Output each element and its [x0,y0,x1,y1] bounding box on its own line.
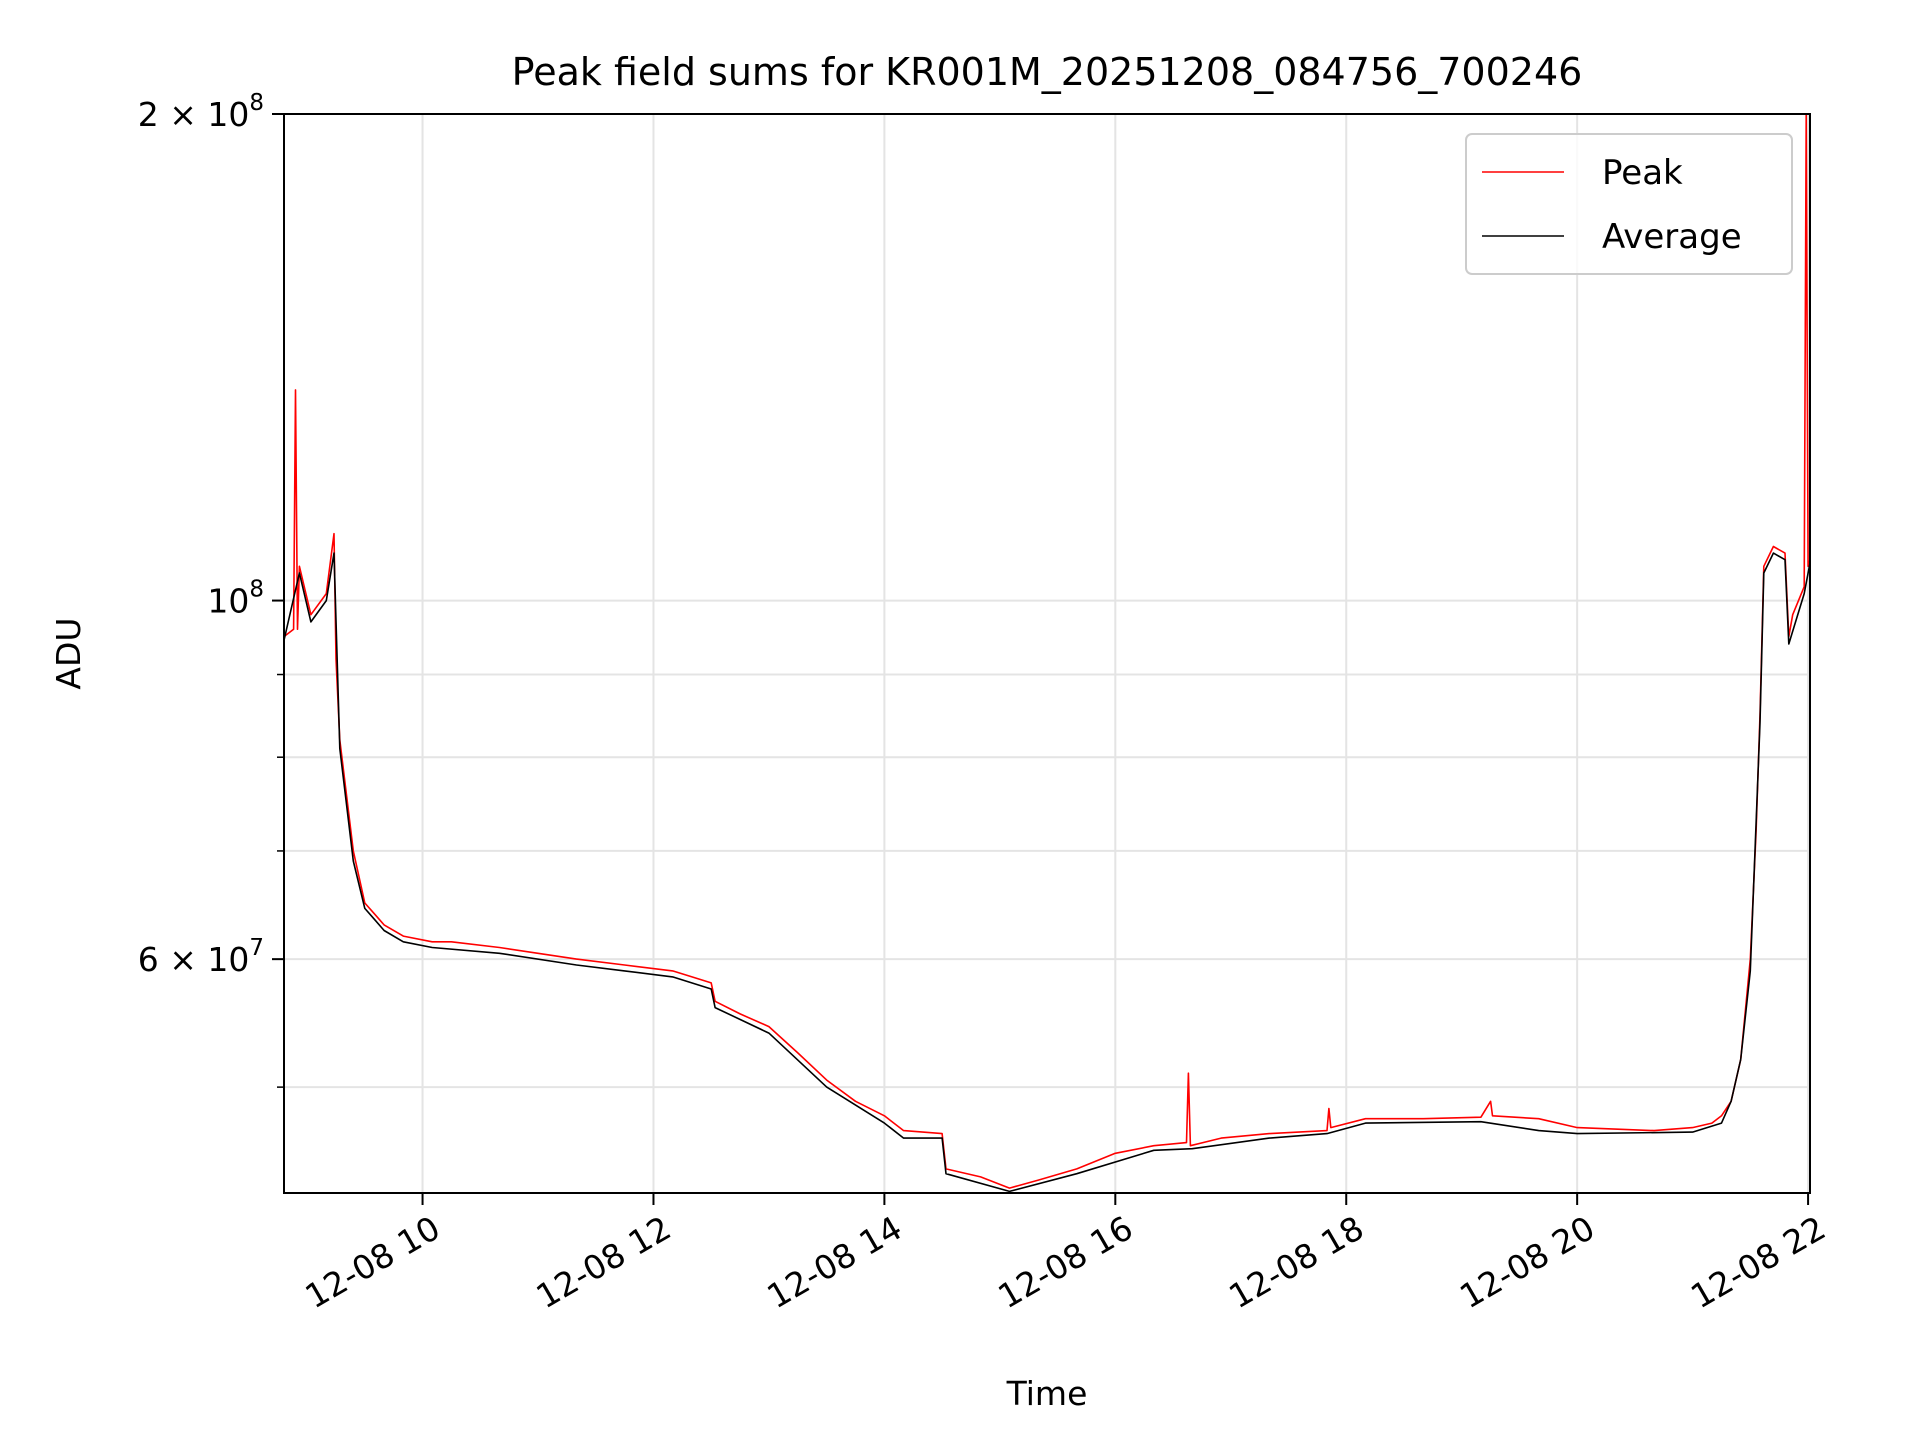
y-tick-label: 108 [207,577,264,621]
grid [284,113,1810,1193]
x-tick-label: 12-08 16 [991,1208,1139,1316]
x-tick-label: 12-08 10 [299,1208,447,1316]
series-line-average [284,552,1810,1193]
chart-title: Peak field sums for KR001M_20251208_0847… [512,50,1583,94]
series-line-peak [284,114,1810,1189]
x-tick-label: 12-08 14 [760,1208,908,1316]
x-tick-label: 12-08 12 [529,1208,677,1316]
legend: Peak Average [1465,133,1793,275]
legend-box [1465,133,1793,275]
series-lines [284,114,1810,1193]
x-tick-label: 12-08 22 [1684,1208,1832,1316]
legend-label-average: Average [1602,217,1742,257]
y-tick-label: 2 × 108 [138,90,264,134]
y-tick-label: 6 × 107 [138,935,264,979]
x-tick-label: 12-08 18 [1222,1208,1370,1316]
legend-label-peak: Peak [1602,153,1683,193]
y-axis-label: ADU [49,617,88,689]
x-axis-label: Time [1006,1374,1088,1413]
plot-frame [283,113,1811,1194]
x-tick-label: 12-08 20 [1453,1208,1601,1316]
